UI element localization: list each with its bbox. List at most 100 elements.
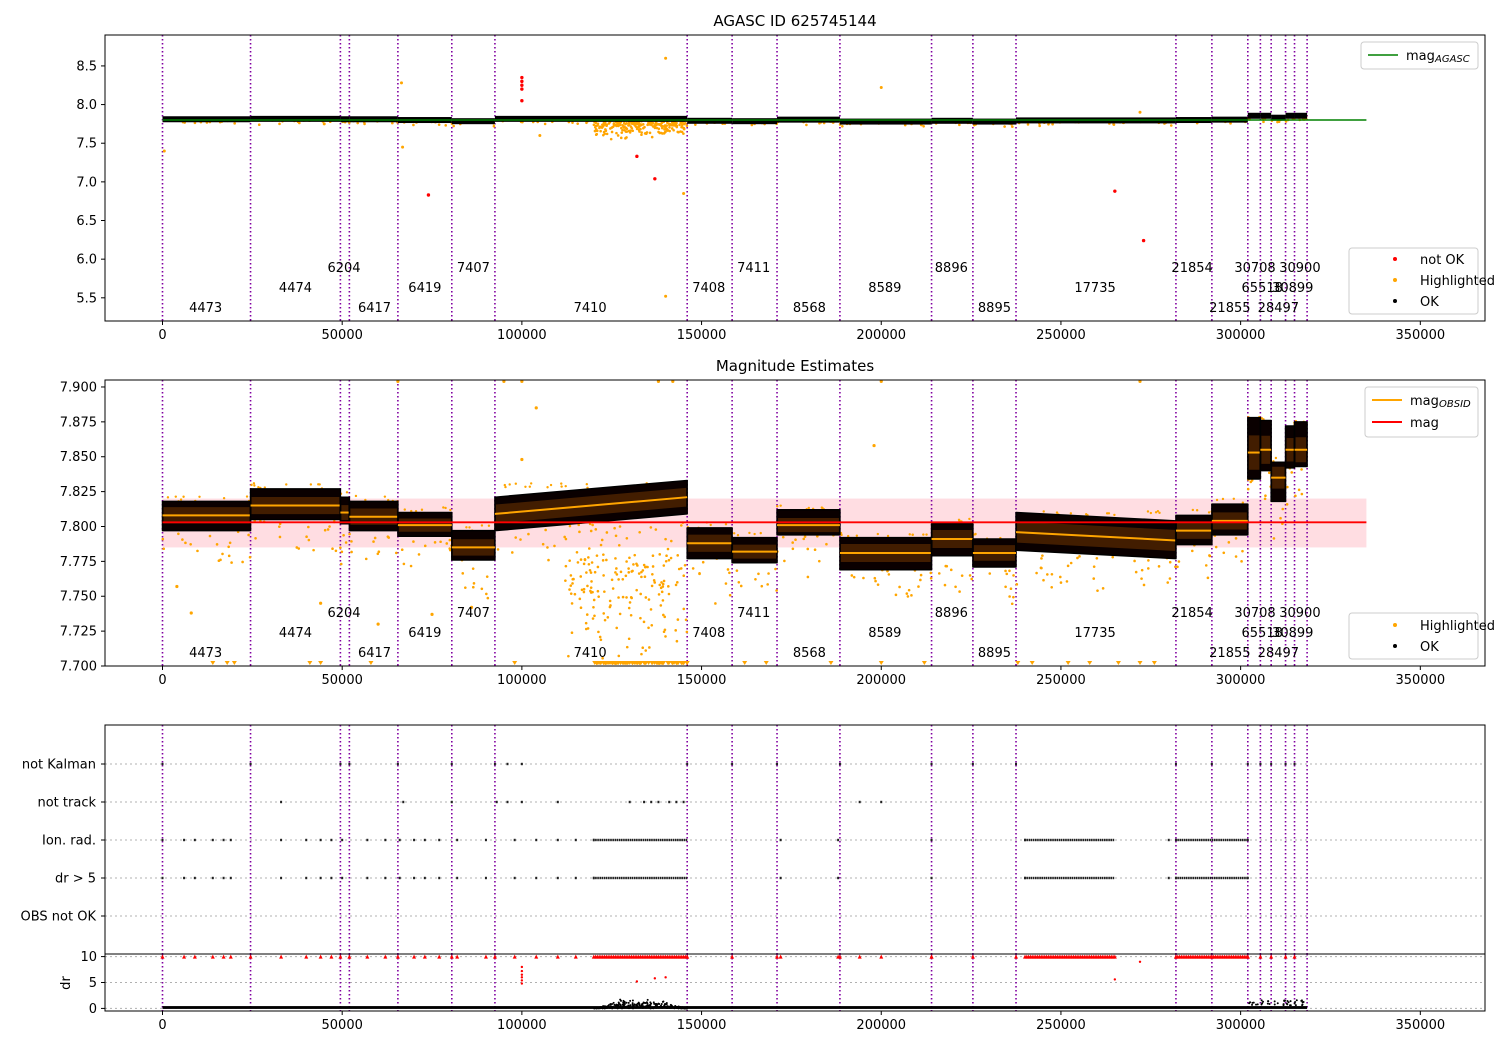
highlighted-point (1078, 555, 1081, 558)
highlighted-point (669, 539, 673, 543)
clipped-marker (646, 661, 652, 665)
dr-point (1276, 1002, 1279, 1005)
highlighted-point (1276, 120, 1279, 124)
obsid-label: 28497 (1258, 646, 1299, 661)
flag-marker (1093, 838, 1095, 842)
highlighted-point (625, 596, 628, 599)
flag-marker (592, 838, 595, 842)
highlighted-point (1234, 537, 1238, 540)
highlighted-point (739, 584, 743, 588)
flag-marker (599, 876, 602, 880)
dr-capped-marker (449, 954, 454, 959)
highlighted-point (198, 495, 201, 498)
highlighted-point (650, 123, 653, 127)
dr-capped-marker (455, 954, 460, 959)
dr-point (1252, 1001, 1255, 1004)
y-tick-label: 7.750 (60, 590, 97, 605)
highlighted-point (376, 552, 380, 556)
dr-capped-marker (775, 954, 780, 959)
flag-marker (1235, 876, 1238, 880)
flag-marker (1028, 838, 1031, 842)
highlighted-point (676, 554, 680, 557)
dr-point (611, 1002, 614, 1005)
flag-marker (1207, 838, 1210, 842)
highlighted-point (675, 125, 679, 129)
highlighted-point (638, 530, 641, 534)
highlighted-point (1140, 577, 1143, 580)
flag-marker (484, 876, 487, 880)
highlighted-point (641, 646, 645, 650)
dr-point (643, 1001, 646, 1004)
ok-points-band (349, 116, 398, 123)
legend-label: not OK (1420, 253, 1465, 268)
highlighted-point (886, 569, 889, 573)
dr-point (631, 1002, 634, 1005)
dr-point (1248, 1002, 1251, 1005)
highlighted-point (1134, 570, 1138, 574)
flag-category-label: OBS not OK (21, 910, 97, 925)
obsid-label: 17735 (1074, 626, 1115, 641)
highlighted-point (174, 495, 177, 498)
highlighted-point (464, 586, 467, 589)
highlighted-point (644, 565, 648, 569)
x-tick-label: 300000 (1216, 328, 1266, 343)
flag-marker (413, 876, 416, 880)
clipped-marker (656, 661, 662, 665)
flag-marker (603, 876, 606, 880)
dr-point (685, 1007, 688, 1010)
highlighted-point (519, 538, 522, 541)
flag-marker (1190, 838, 1192, 842)
highlighted-point (1147, 559, 1150, 562)
highlighted-point (1138, 379, 1142, 383)
highlighted-point (400, 548, 404, 552)
dr-point (646, 1002, 649, 1005)
flag-marker (605, 876, 608, 880)
dr-capped-marker (857, 954, 862, 959)
flag-marker (603, 838, 606, 842)
dr-point (1273, 1003, 1276, 1006)
flag-marker (653, 876, 655, 880)
highlighted-point (615, 123, 619, 126)
y-tick-label: 7.900 (60, 380, 97, 395)
dr-point (673, 1007, 676, 1010)
flag-marker (450, 800, 453, 804)
highlighted-point (624, 137, 627, 140)
highlighted-point (629, 129, 632, 132)
flag-marker (666, 876, 668, 880)
highlighted-point (1058, 575, 1062, 579)
dr-point (1289, 1000, 1292, 1003)
clipped-marker (828, 661, 834, 665)
flag-marker (1106, 876, 1108, 880)
highlighted-point (1069, 512, 1073, 515)
highlighted-point (1264, 494, 1267, 498)
clipped-marker (604, 661, 610, 665)
dr-point (683, 1007, 686, 1010)
highlighted-point (514, 482, 518, 485)
highlighted-point (675, 639, 679, 643)
highlighted-point (1039, 566, 1043, 570)
highlighted-point (664, 56, 668, 60)
highlighted-point (682, 607, 686, 611)
highlighted-point (694, 123, 697, 126)
highlighted-point (667, 585, 670, 588)
highlighted-point (350, 550, 353, 554)
highlighted-point (487, 524, 491, 527)
flag-marker (1194, 838, 1197, 842)
highlighted-point (527, 532, 530, 536)
flag-marker (838, 762, 841, 766)
highlighted-point (1272, 537, 1276, 540)
flag-marker (618, 876, 621, 880)
legend-subscript: OBSID (1439, 399, 1471, 410)
highlighted-point (628, 601, 632, 604)
highlighted-point (644, 596, 648, 599)
flag-marker (597, 838, 599, 842)
highlighted-point (1168, 577, 1172, 580)
highlighted-point (331, 547, 334, 551)
dr-point (656, 1003, 659, 1006)
flag-marker (1205, 876, 1207, 880)
highlighted-point (1190, 549, 1194, 553)
flag-marker (1078, 838, 1080, 842)
highlighted-point (1004, 585, 1007, 589)
clipped-marker (638, 661, 644, 665)
clipped-marker (921, 661, 927, 665)
